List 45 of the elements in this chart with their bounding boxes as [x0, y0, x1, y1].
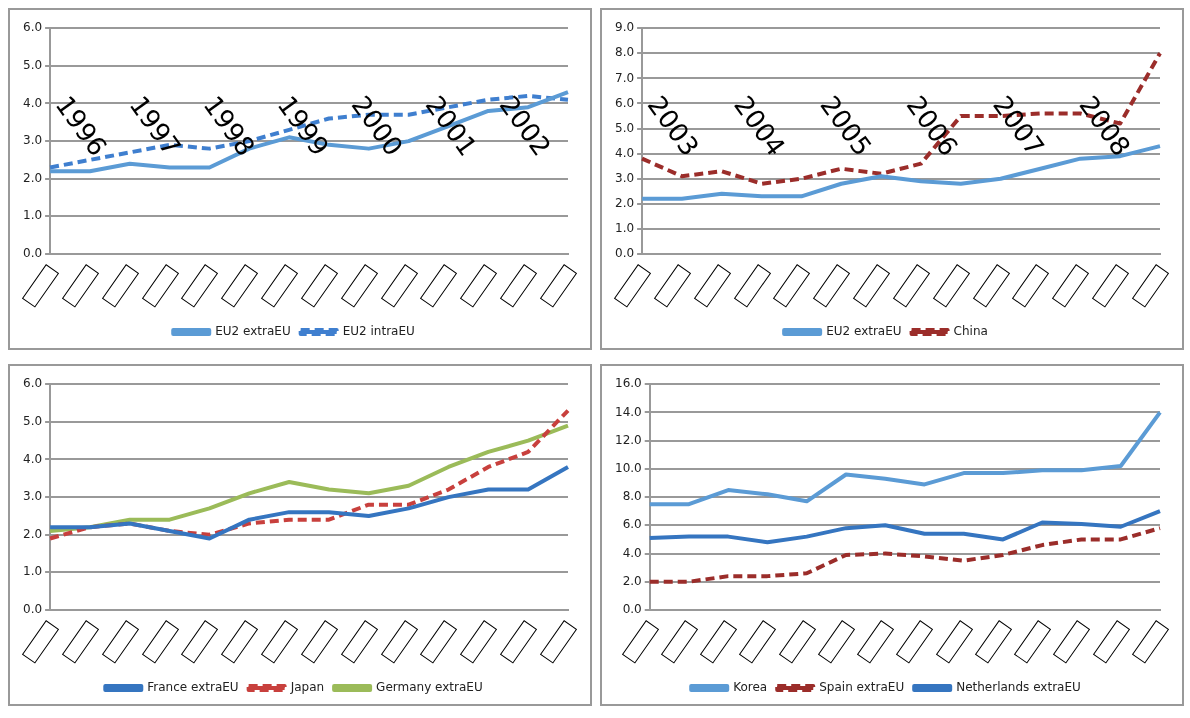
y-tick-label: 3.0: [22, 489, 43, 504]
line-series: [647, 526, 1162, 584]
y-tick-label: 14.0: [615, 404, 642, 419]
y-tick-label: 5.0: [22, 57, 43, 72]
y-tick-label: 0.0: [622, 602, 642, 617]
y-tick-label: 10.0: [615, 461, 642, 475]
y-tick-label: 0.0: [22, 246, 43, 261]
legend-label: Spain extraEU: [819, 680, 905, 695]
y-tick-label: 7.0: [614, 70, 635, 85]
y-tick-label: 9.0: [614, 20, 635, 35]
legend-label: Netherlands extraEU: [956, 680, 1081, 695]
legend-label: China: [953, 324, 988, 339]
y-tick-label: 6.0: [622, 517, 642, 532]
y-tick-label: 4.0: [614, 145, 635, 160]
y-tick-label: 6.0: [22, 376, 43, 391]
y-tick-label: 3.0: [614, 170, 635, 185]
y-tick-label: 8.0: [622, 489, 642, 504]
y-tick-label: 1.0: [22, 208, 43, 223]
y-tick-label: 2.0: [22, 170, 43, 185]
y-tick-label: 6.0: [22, 20, 43, 35]
y-tick-label: 8.0: [614, 45, 635, 60]
y-tick-label: 1.0: [614, 221, 635, 236]
legend-label: EU2 intraEU: [342, 324, 415, 339]
y-tick-label: 2.0: [22, 526, 43, 541]
legend-label: Germany extraEU: [376, 680, 483, 695]
y-tick-label: 3.0: [22, 133, 43, 148]
y-tick-label: 4.0: [622, 545, 642, 560]
y-tick-label: 4.0: [22, 451, 43, 466]
y-tick-label: 1.0: [22, 564, 43, 579]
y-tick-label: 2.0: [622, 573, 642, 588]
y-tick-label: 0.0: [22, 602, 43, 617]
legend-label: France extraEU: [147, 680, 239, 695]
legend-label: Korea: [733, 680, 768, 695]
y-tick-label: 12.0: [615, 432, 642, 447]
y-tick-label: 5.0: [614, 120, 635, 135]
y-tick-label: 5.0: [22, 413, 43, 428]
legend-label: EU2 extraEU: [826, 324, 902, 339]
legend-label: EU2 extraEU: [215, 324, 291, 339]
line-series: [640, 51, 1162, 186]
y-tick-label: 6.0: [614, 95, 635, 110]
y-tick-label: 2.0: [614, 195, 635, 210]
legend-label: Japan: [289, 680, 325, 695]
y-tick-label: 0.0: [614, 246, 635, 261]
y-tick-label: 4.0: [22, 95, 43, 110]
y-tick-label: 16.0: [615, 376, 642, 391]
